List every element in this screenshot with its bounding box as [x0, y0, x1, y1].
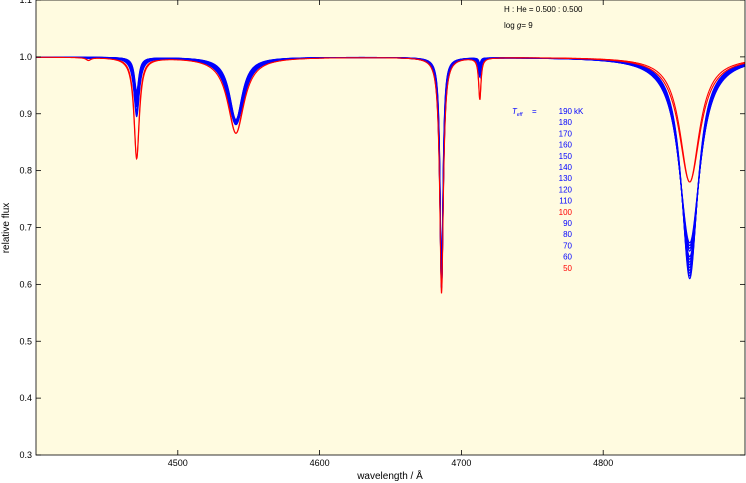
- gravity-annotation: log g= 9: [504, 21, 533, 30]
- x-axis-label: wavelength / Å: [356, 469, 423, 482]
- teff-subscript: eff: [517, 112, 523, 118]
- teff-symbol: T: [512, 107, 518, 116]
- x-tick-label: 4500: [168, 458, 188, 468]
- legend-entry: 170: [559, 129, 573, 138]
- y-tick-label: 1.1: [19, 0, 32, 5]
- legend-entry: 140: [559, 163, 573, 172]
- abundance-annotation: H : He = 0.500 : 0.500: [504, 5, 583, 14]
- legend-entry: 100: [559, 208, 573, 217]
- x-tick-label: 4600: [310, 458, 330, 468]
- x-tick-label: 4800: [593, 458, 613, 468]
- teff-equals: =: [532, 107, 537, 116]
- legend-entry: 130: [559, 174, 573, 183]
- gravity-g: g: [517, 21, 522, 30]
- teff-unit: kK: [574, 107, 584, 116]
- y-tick-label: 0.9: [19, 109, 32, 119]
- gravity-label: log: [504, 21, 517, 30]
- y-tick-label: 0.3: [19, 450, 32, 460]
- y-tick-label: 0.5: [19, 336, 32, 346]
- spectrum-line-50: [36, 56, 746, 294]
- y-axis-ticks: 0.3 0.4 0.5 0.6 0.7 0.8 0.9 1.0 1.1: [19, 0, 745, 460]
- legend-entry: 90: [563, 219, 572, 228]
- legend: 190 180 170 160 150 140 130 120 110 100 90 80 70 60 50: [559, 107, 573, 273]
- y-axis-label: relative flux: [1, 203, 12, 254]
- legend-entry: 70: [563, 241, 572, 250]
- spectrum-lines: [36, 56, 746, 294]
- legend-entry: 60: [563, 253, 572, 262]
- y-tick-label: 0.4: [19, 393, 32, 403]
- legend-entry: 190: [559, 107, 573, 116]
- legend-entry: 80: [563, 230, 572, 239]
- x-tick-label: 4700: [451, 458, 471, 468]
- legend-entry: 160: [559, 141, 573, 150]
- legend-entry: 120: [559, 185, 573, 194]
- legend-entry: 150: [559, 152, 573, 161]
- teff-label: Teff: [512, 107, 523, 118]
- y-tick-label: 0.6: [19, 279, 32, 289]
- x-axis-ticks: 4500 4600 4700 4800: [168, 0, 613, 468]
- legend-entry: 110: [559, 197, 572, 206]
- plot-background: [36, 0, 745, 455]
- y-tick-label: 0.7: [19, 223, 32, 233]
- y-tick-label: 1.0: [19, 52, 32, 62]
- y-tick-label: 0.8: [19, 166, 32, 176]
- legend-entry: 180: [559, 118, 573, 127]
- gravity-value: = 9: [521, 21, 533, 30]
- legend-entry: 50: [563, 264, 572, 273]
